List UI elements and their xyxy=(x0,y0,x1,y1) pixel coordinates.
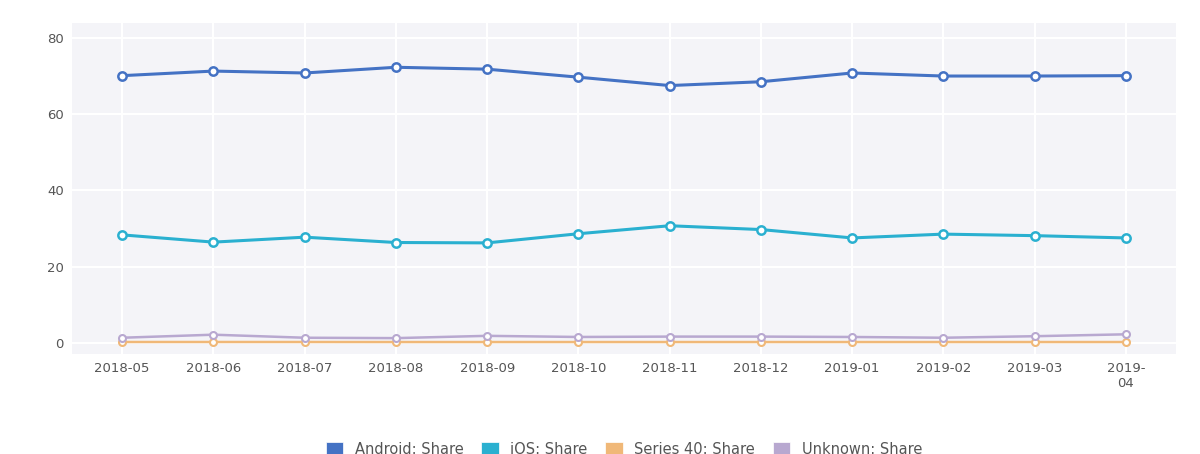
Legend: Android: Share, iOS: Share, Series 40: Share, Unknown: Share: Android: Share, iOS: Share, Series 40: S… xyxy=(318,434,930,454)
